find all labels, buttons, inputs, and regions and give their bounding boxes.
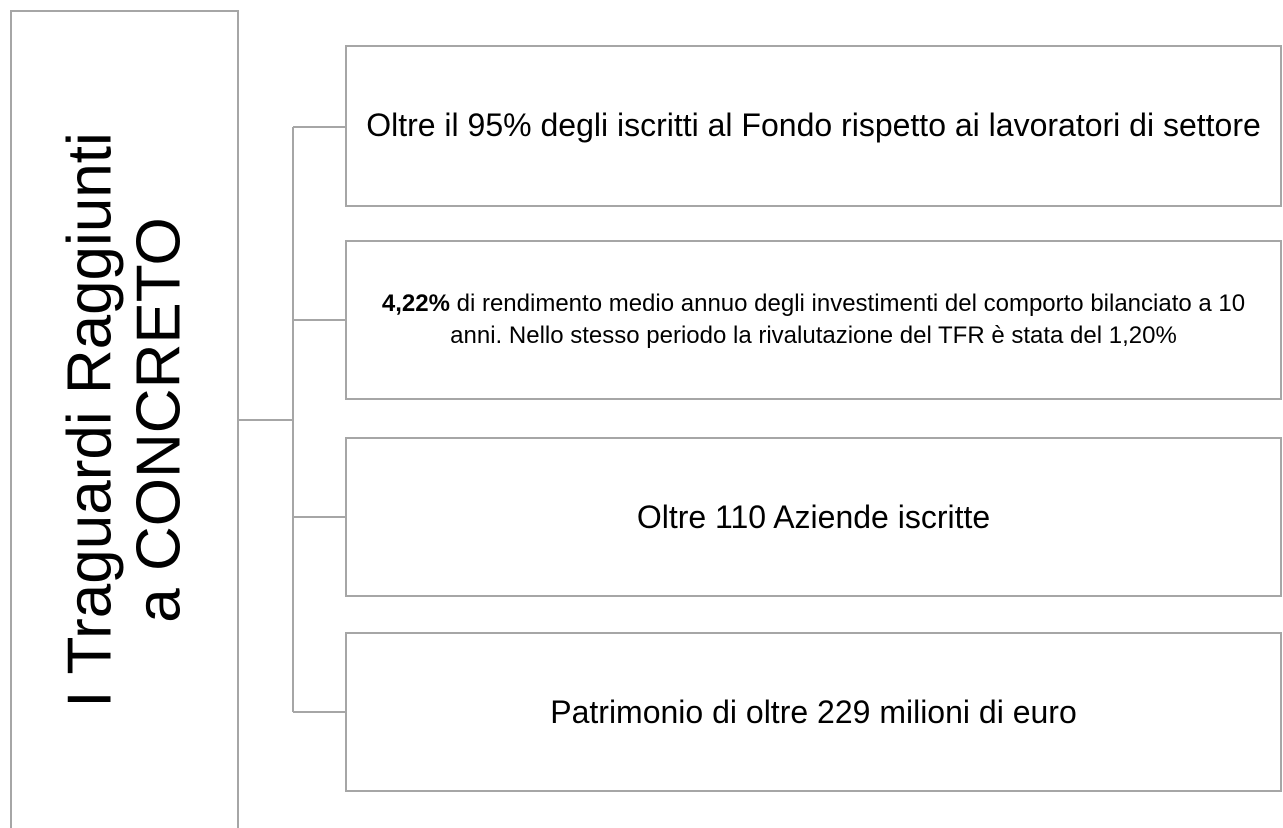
item-box: Oltre 110 Aziende iscritte xyxy=(345,437,1282,597)
item-text: Oltre 110 Aziende iscritte xyxy=(636,498,991,535)
item-text: Oltre il 95% degli iscritti al Fondo ris… xyxy=(366,107,1261,144)
title-line: a CONCRETO xyxy=(124,217,194,623)
item-bold: 4,22% xyxy=(381,289,450,317)
title-box: I Traguardi Raggiunti a CONCRETO xyxy=(10,10,239,828)
item-box: Patrimonio di oltre 229 milioni di euro xyxy=(345,632,1282,792)
item-box: Oltre il 95% degli iscritti al Fondo ris… xyxy=(345,45,1282,207)
item-box: 4,22% di rendimento medio annuo degli in… xyxy=(345,240,1282,400)
title-line: I Traguardi Raggiunti xyxy=(55,132,125,708)
item-text: di rendimento medio annuo degli investim… xyxy=(449,289,1246,349)
item-text: 4,22% di rendimento medio annuo degli in… xyxy=(355,288,1272,353)
item-text: Patrimonio di oltre 229 milioni di euro xyxy=(550,693,1077,730)
title: I Traguardi Raggiunti a CONCRETO xyxy=(55,15,194,825)
